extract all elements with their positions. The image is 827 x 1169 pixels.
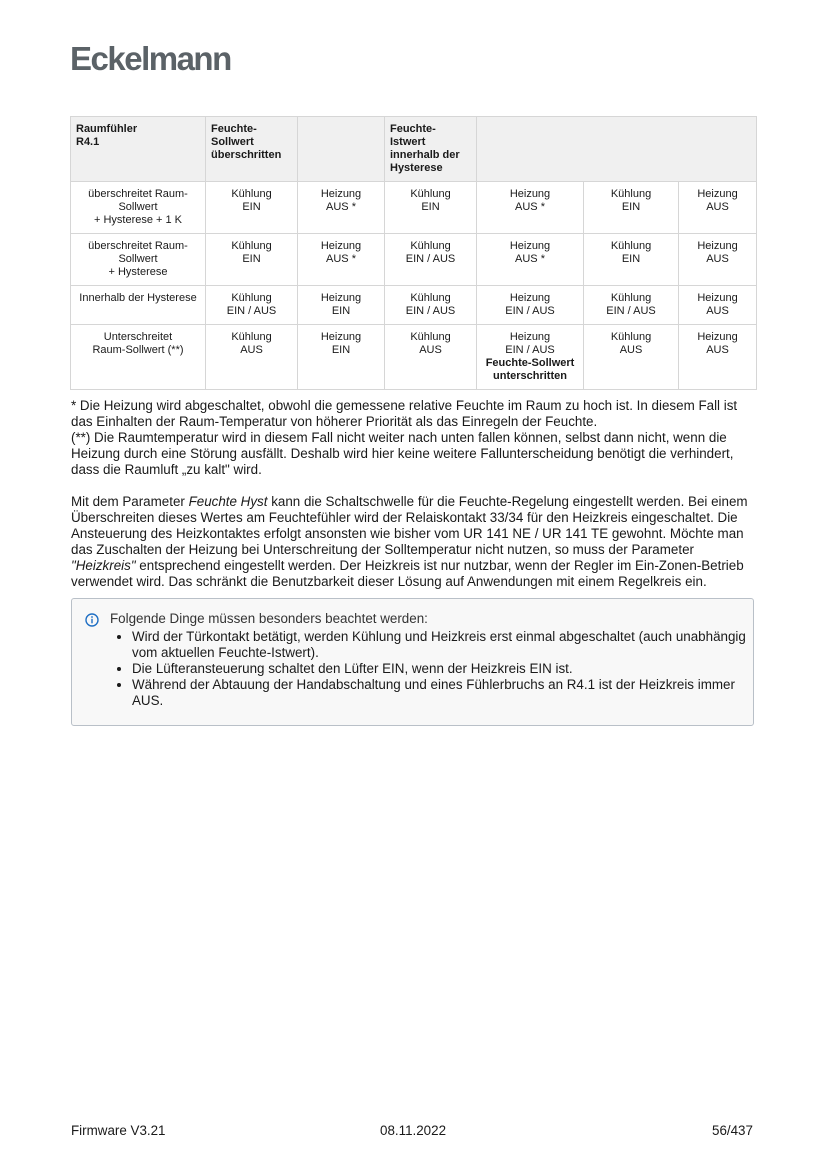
info-icon [85,613,99,627]
table-cell: Kühlung EIN [583,181,679,234]
table-cell: Kühlung EIN [205,181,298,234]
cell-text: Innerhalb der Hysterese [79,292,197,304]
eckelmann-logo: Eckelmann [70,40,232,77]
cell-text: Heizung AUS * [509,240,551,265]
table-cell: Heizung AUS [677,285,758,325]
cell-text: Heizung AUS * [320,188,362,213]
table-cell: Heizung AUS [677,233,758,286]
table-cell: Heizung EIN / AUS [476,285,584,325]
cell-text: Kühlung EIN [410,188,451,213]
table-cell: Kühlung EIN [384,181,477,234]
text: kann die Schaltschwelle für die Feuchte-… [71,494,748,557]
footer-page: 56/437 [712,1123,753,1138]
header-cell: Raumfühler R4.1 [70,116,206,182]
cell-text: Heizung AUS [697,331,738,356]
cell-text: Heizung EIN / AUS [505,292,555,317]
table-cell: Heizung AUS * [476,233,584,286]
table-cell: Kühlung AUS [384,324,477,390]
cell-text: Kühlung EIN [610,188,652,213]
table-row: überschreitet Raum- Sollwert + Hysterese… [70,181,758,234]
note-item: Wird der Türkontakt betätigt, werden Küh… [132,629,752,661]
note-item: Während der Abtauung der Handabschaltung… [132,677,752,709]
cell-text: Kühlung EIN [231,188,272,213]
table-cell: Heizung EIN [297,285,385,325]
header-cell [475,116,758,182]
note-title: Folgende Dinge müssen besonders beachtet… [110,611,428,626]
table-row: Innerhalb der Hysterese Kühlung EIN / AUS… [70,285,758,325]
table-cell: Heizung AUS * [297,181,385,234]
table-header: Raumfühler R4.1 Feuchte- Sollwert übersch… [70,116,758,182]
cell-text: Unterschreitet Raum-Sollwert (**) [92,331,184,356]
cell-text: Raumfühler R4.1 [76,123,138,148]
param-name: "Heizkreis" [71,558,136,573]
table-cell: Innerhalb der Hysterese [70,285,206,325]
header-cell: Feuchte-Istwert innerhalb der Hysterese [384,116,477,182]
cell-text: überschreitet Raum- Sollwert + Hysterese… [88,188,188,226]
table-cell: Kühlung AUS [583,324,679,390]
info-note: Folgende Dinge müssen besonders beachtet… [71,598,754,726]
header-cell: Feuchte- Sollwert überschritten [205,116,298,182]
table-cell: Kühlung EIN [205,233,298,286]
footer-date: 08.11.2022 [380,1123,447,1138]
table-cell: Heizung AUS * [476,181,584,234]
footer-firmware: Firmware V3.21 [71,1123,166,1138]
cell-text: Heizung AUS * [320,240,362,265]
table-cell: überschreitet Raum- Sollwert + Hysterese [70,233,206,286]
table-cell: Heizung AUS * [297,233,385,286]
cell-text: Kühlung AUS [410,331,451,356]
footnote-1: * Die Heizung wird abgeschaltet, obwohl … [71,398,738,429]
cell-text: Heizung EIN [320,331,362,356]
cell-text: Kühlung EIN / AUS [405,240,456,265]
table-row: Unterschreitet Raum-Sollwert (**) Kühlung… [70,324,758,390]
cell-text: Kühlung AUS [231,331,272,356]
cell-text: Kühlung EIN / AUS [606,292,656,317]
cell-text: Kühlung AUS [610,331,652,356]
bold-note: Feuchte-Sollwert unterschritten [485,357,575,382]
header-cell [297,116,385,182]
cell-text: Heizung AUS [697,188,738,213]
table-cell: Kühlung EIN / AUS [384,233,477,286]
cell-text: Heizung EIN / AUS [505,331,555,356]
table-cell: Heizung EIN / AUS Feuchte-Sollwert unters… [476,324,584,390]
table-cell: Heizung EIN [297,324,385,390]
table-cell: Kühlung EIN / AUS [583,285,679,325]
table-cell: Heizung AUS [677,324,758,390]
note-item: Die Lüfteransteuerung schaltet den Lüfte… [132,661,752,677]
content: Raumfühler R4.1 Feuchte- Sollwert übersch… [70,116,758,726]
cell-text: überschreitet Raum- Sollwert + Hysterese [88,240,188,278]
cell-text: Kühlung EIN [231,240,272,265]
paragraph: Mit dem Parameter Feuchte Hyst kann die … [71,494,757,590]
table-cell: Unterschreitet Raum-Sollwert (**) [70,324,206,390]
param-name: Feuchte Hyst [188,494,268,509]
table-row: überschreitet Raum- Sollwert + Hysterese… [70,233,758,286]
table-cell: überschreitet Raum- Sollwert + Hysterese… [70,181,206,234]
cell-text: Feuchte- Sollwert überschritten [211,123,282,161]
cell-text: Kühlung EIN [610,240,652,265]
cell-text: Heizung AUS [697,292,738,317]
text: entsprechend eingestellt werden. Der Hei… [71,558,744,589]
cell-text: Kühlung EIN / AUS [226,292,277,317]
cell-text: Feuchte-Istwert innerhalb der Hysterese [390,123,460,174]
table-cell: Kühlung EIN / AUS [205,285,298,325]
footnote-2: (**) Die Raumtemperatur wird in diesem F… [71,430,734,477]
table-cell: Heizung AUS [677,181,758,234]
text: Mit dem Parameter [71,494,189,509]
control-table: Raumfühler R4.1 Feuchte- Sollwert übersch… [70,116,758,390]
table-cell: Kühlung EIN [583,233,679,286]
cell-text: Heizung AUS * [509,188,551,213]
table-cell: Kühlung EIN / AUS [384,285,477,325]
cell-text: Heizung AUS [697,240,738,265]
cell-text: Heizung EIN [320,292,362,317]
cell-text: Kühlung EIN / AUS [405,292,456,317]
table-cell: Kühlung AUS [205,324,298,390]
